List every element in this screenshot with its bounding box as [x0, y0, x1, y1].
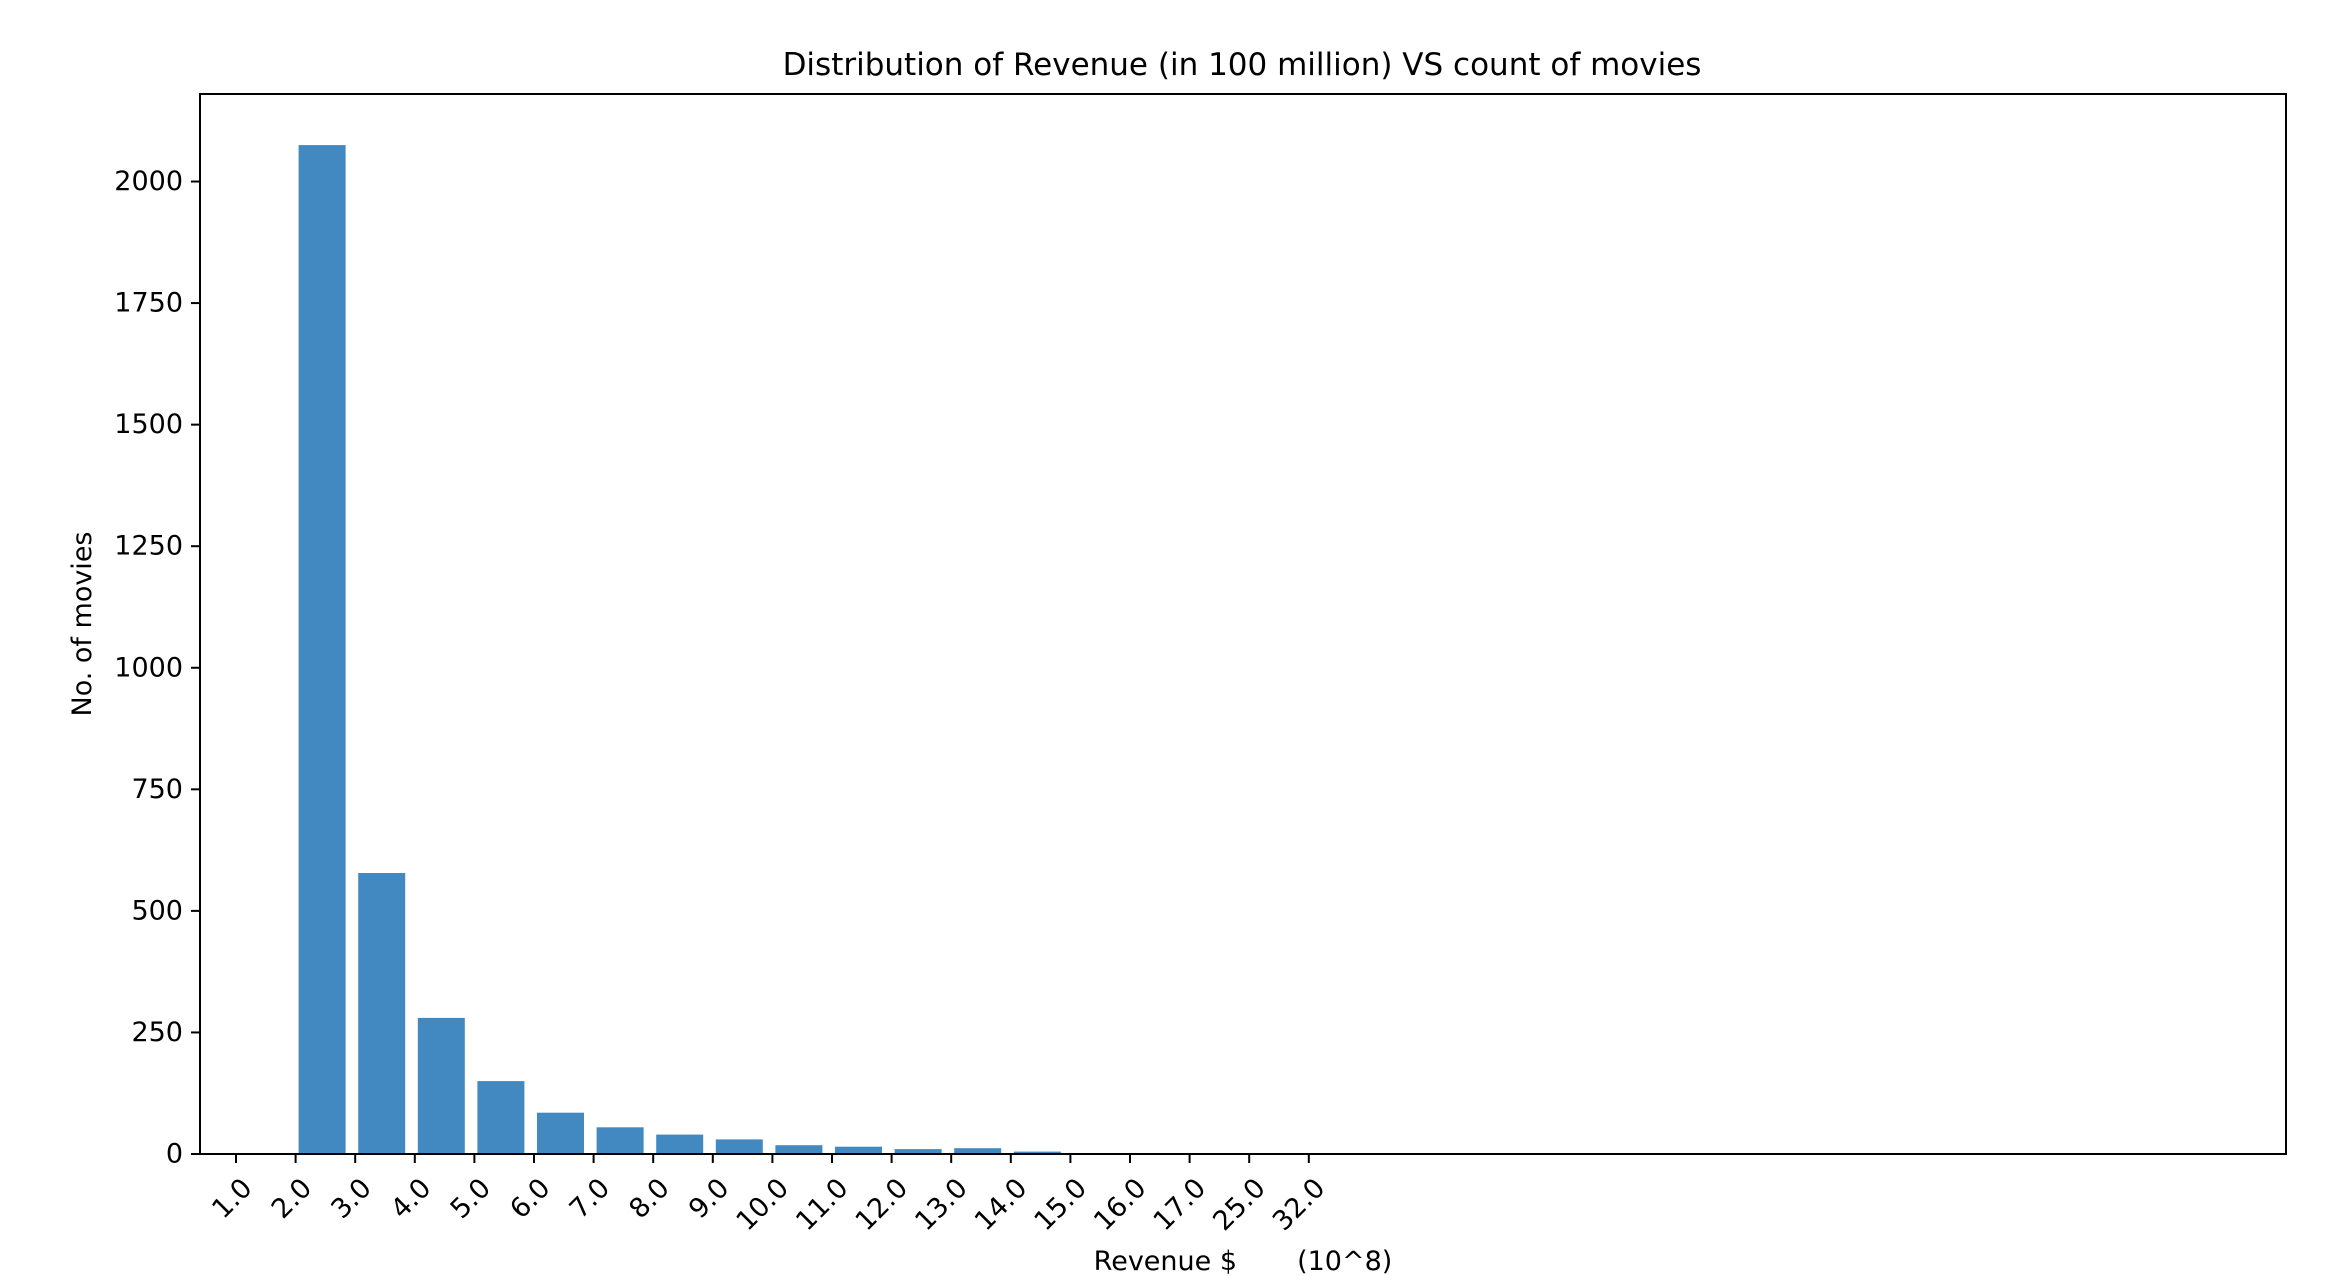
y-tick-label: 1250 [114, 531, 183, 562]
bar-group [298, 145, 1180, 1155]
y-tick-label: 0 [166, 1139, 183, 1170]
bar-4.0 [417, 1017, 465, 1154]
chart-title: Distribution of Revenue (in 100 million)… [783, 47, 1702, 83]
y-axis-label: No. of movies [67, 532, 98, 717]
bar-6.0 [537, 1112, 584, 1154]
bar-2.0 [298, 145, 346, 1155]
bar-8.0 [656, 1134, 704, 1154]
y-tick-label: 250 [131, 1017, 183, 1048]
plot-frame [199, 93, 2287, 1155]
bar-12.0 [894, 1149, 942, 1154]
bar-11.0 [835, 1146, 882, 1154]
y-tick-label: 1000 [114, 652, 183, 683]
bar-9.0 [715, 1139, 763, 1154]
y-tick-label: 500 [131, 895, 183, 926]
y-tick-label: 1750 [114, 288, 183, 319]
x-axis-label: Revenue $ (10^8) [1094, 1246, 1393, 1276]
bar-5.0 [477, 1081, 525, 1154]
y-tick-label: 1500 [114, 409, 183, 440]
y-axis-ticks: 0 250 500 750 1000 1250 1500 1750 2000 [114, 166, 200, 1170]
bar-14.0 [1013, 1151, 1061, 1154]
bar-3.0 [358, 873, 406, 1154]
bar-10.0 [775, 1145, 823, 1154]
y-tick-label: 750 [131, 774, 183, 805]
bar-13.0 [954, 1148, 1002, 1154]
y-tick-label: 2000 [114, 166, 183, 197]
bar-7.0 [596, 1127, 644, 1154]
